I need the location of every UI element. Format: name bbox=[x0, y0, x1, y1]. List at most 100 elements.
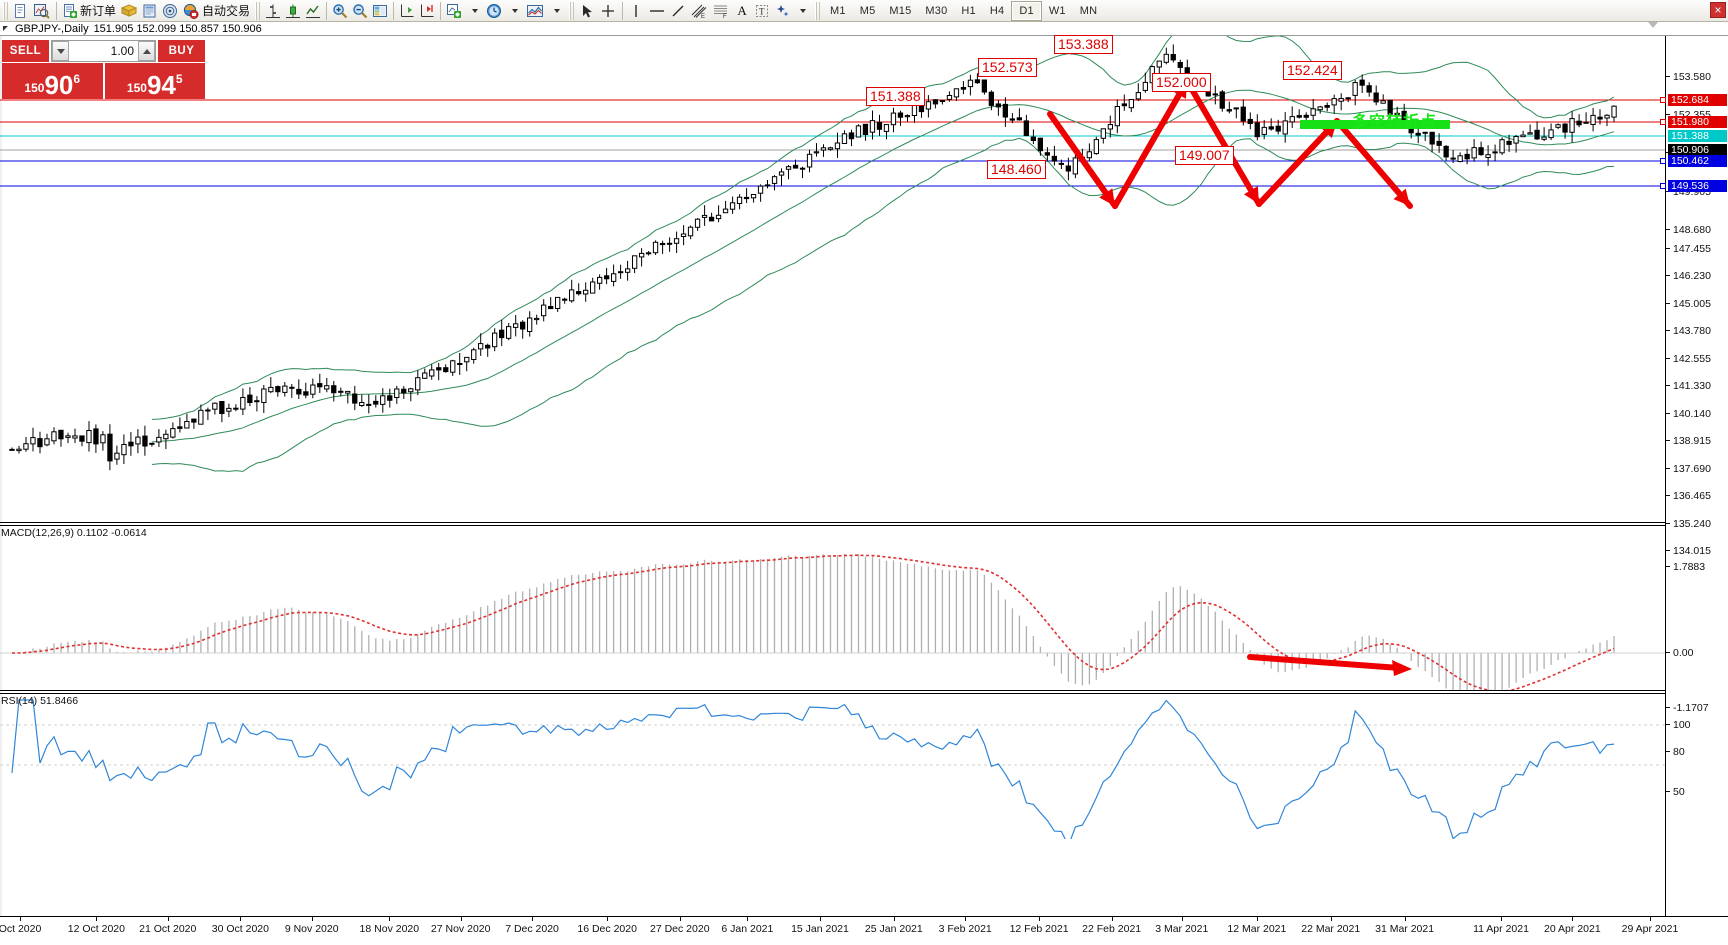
data-window-icon[interactable] bbox=[160, 1, 180, 21]
profiles-icon[interactable] bbox=[31, 1, 53, 21]
timeframe-button-h4[interactable]: H4 bbox=[989, 4, 1005, 17]
chart-annotation-label[interactable]: 152.424 bbox=[1283, 61, 1342, 80]
rsi-pane[interactable] bbox=[0, 694, 1665, 839]
candle-body-bullish bbox=[632, 255, 638, 269]
one-click-trading-panel[interactable]: SELL 1.00 BUY 150 90 6 150 94 5 bbox=[2, 40, 205, 99]
volume-decrease-button[interactable] bbox=[52, 41, 69, 61]
line-chart-icon[interactable] bbox=[303, 1, 323, 21]
auto-trading-button[interactable]: 自动交易 bbox=[180, 1, 252, 21]
chart-canvas-area[interactable]: MACD(12,26,9) 0.1102 -0.0614 RSI(14) 51.… bbox=[0, 36, 1728, 916]
sell-button[interactable]: SELL bbox=[2, 40, 49, 62]
timeframe-button-w1[interactable]: W1 bbox=[1048, 4, 1066, 17]
cursor-icon[interactable] bbox=[577, 1, 597, 21]
chart-annotation-label[interactable]: 153.388 bbox=[1054, 35, 1113, 54]
price-level-handle[interactable] bbox=[1660, 97, 1666, 103]
time-tick-label: 12 Oct 2020 bbox=[67, 923, 125, 935]
time-axis[interactable]: Oct 2020 12 Oct 2020 21 Oct 2020 30 Oct 202… bbox=[0, 916, 1728, 945]
bar-chart-icon[interactable] bbox=[263, 1, 283, 21]
candle-body-bullish bbox=[471, 349, 477, 360]
text-label-icon[interactable]: T bbox=[752, 1, 772, 21]
price-tick-label: 136.465 bbox=[1666, 491, 1711, 501]
candlestick-chart-icon[interactable] bbox=[283, 1, 303, 21]
timeframe-button-h1[interactable]: H1 bbox=[961, 4, 976, 17]
buy-button[interactable]: BUY bbox=[158, 40, 205, 62]
toolbar-grip[interactable] bbox=[3, 1, 8, 20]
price-level-handle[interactable] bbox=[1660, 158, 1666, 164]
new-order-button[interactable]: 新订单 bbox=[60, 1, 118, 21]
periods-icon[interactable] bbox=[484, 1, 504, 21]
candle-body-bearish bbox=[352, 393, 358, 404]
chart-annotation-label[interactable]: 152.573 bbox=[978, 58, 1037, 77]
volume-stepper[interactable]: 1.00 bbox=[51, 40, 156, 62]
time-tick-label: 16 Dec 2020 bbox=[577, 923, 637, 935]
time-tick-mark bbox=[893, 917, 895, 921]
candle-body-bullish bbox=[1331, 98, 1337, 106]
toolbar-grip-4[interactable] bbox=[815, 1, 821, 20]
price-axis[interactable]: 153.580152.355151.130149.905148.680147.4… bbox=[1660, 36, 1728, 916]
indicators-dropdown-icon[interactable] bbox=[464, 1, 484, 21]
market-watch-icon[interactable] bbox=[140, 1, 160, 21]
chart-annotation-label[interactable]: 148.460 bbox=[987, 160, 1046, 179]
templates-dropdown-icon[interactable] bbox=[546, 1, 566, 21]
chart-annotation-label[interactable]: 151.388 bbox=[866, 87, 925, 106]
expert-advisors-icon[interactable] bbox=[118, 1, 140, 21]
price-level-badge[interactable]: 150.462 bbox=[1668, 155, 1727, 167]
close-icon[interactable]: × bbox=[1710, 2, 1726, 18]
time-tick-label: 15 Jan 2021 bbox=[791, 923, 849, 935]
candle-body-bearish bbox=[128, 441, 134, 447]
price-level-badge[interactable]: 150.906 bbox=[1668, 144, 1727, 156]
vertical-line-icon[interactable] bbox=[626, 1, 646, 21]
price-level-lines bbox=[0, 99, 1665, 187]
candle-body-bullish bbox=[324, 385, 330, 390]
price-level-badge[interactable]: 152.684 bbox=[1668, 94, 1727, 106]
equidistant-channel-icon[interactable]: E bbox=[688, 1, 710, 21]
price-level-badge[interactable]: 151.980 bbox=[1668, 116, 1727, 128]
crosshair-icon[interactable] bbox=[597, 1, 619, 21]
chinese-note-annotation[interactable]: 多空转折点 bbox=[1352, 114, 1438, 131]
candle-body-bearish bbox=[1296, 115, 1302, 118]
fibonacci-retracement-icon[interactable]: F bbox=[710, 1, 732, 21]
time-tick-mark bbox=[167, 917, 169, 921]
price-level-badge[interactable]: 151.388 bbox=[1668, 130, 1727, 142]
candle-body-bearish bbox=[387, 395, 393, 401]
candle-body-bullish bbox=[1156, 60, 1162, 68]
volume-input[interactable]: 1.00 bbox=[69, 41, 138, 61]
toolbar-grip-3[interactable] bbox=[569, 1, 575, 20]
new-chart-icon[interactable] bbox=[11, 1, 31, 21]
price-level-handle[interactable] bbox=[1660, 183, 1666, 189]
bollinger-middle-band bbox=[151, 89, 1615, 443]
rsi-tick-label: 50 bbox=[1666, 787, 1685, 797]
buy-price-display[interactable]: 150 94 5 bbox=[104, 63, 205, 99]
timeframe-button-m1[interactable]: M1 bbox=[830, 4, 846, 17]
timeframe-button-m30[interactable]: M30 bbox=[925, 4, 948, 17]
candle-body-bearish bbox=[659, 243, 666, 246]
timeframe-button-m15[interactable]: M15 bbox=[889, 4, 912, 17]
volume-increase-button[interactable] bbox=[138, 41, 155, 61]
sell-price-display[interactable]: 150 90 6 bbox=[2, 63, 103, 99]
trendline-icon[interactable] bbox=[668, 1, 688, 21]
periods-dropdown-icon[interactable] bbox=[504, 1, 524, 21]
tile-windows-icon[interactable] bbox=[370, 1, 390, 21]
candle-body-bullish bbox=[1611, 105, 1617, 118]
timeframe-button-d1[interactable]: D1 bbox=[1011, 0, 1042, 21]
shapes-dropdown-icon[interactable] bbox=[792, 1, 812, 21]
auto-scroll-icon[interactable] bbox=[417, 1, 437, 21]
timeframe-button-m5[interactable]: M5 bbox=[859, 4, 876, 17]
chart-annotation-label[interactable]: 149.007 bbox=[1175, 146, 1234, 165]
price-level-badge[interactable]: 149.536 bbox=[1668, 180, 1727, 192]
templates-icon[interactable] bbox=[524, 1, 546, 21]
zigzag-arrowhead bbox=[1099, 188, 1115, 206]
zoom-in-icon[interactable] bbox=[330, 1, 350, 21]
macd-pane[interactable] bbox=[0, 526, 1665, 691]
shapes-icon[interactable] bbox=[772, 1, 792, 21]
text-icon[interactable]: A bbox=[732, 1, 752, 21]
zoom-out-icon[interactable] bbox=[350, 1, 370, 21]
chart-annotation-label[interactable]: 152.000 bbox=[1152, 73, 1211, 92]
timeframe-button-mn[interactable]: MN bbox=[1079, 4, 1098, 17]
chart-collapse-icon[interactable] bbox=[3, 26, 8, 31]
horizontal-line-icon[interactable] bbox=[646, 1, 668, 21]
price-level-handle[interactable] bbox=[1660, 119, 1666, 125]
indicators-icon[interactable] bbox=[444, 1, 464, 21]
chart-shift-icon[interactable] bbox=[397, 1, 417, 21]
toolbar-grip-2[interactable] bbox=[255, 1, 261, 20]
